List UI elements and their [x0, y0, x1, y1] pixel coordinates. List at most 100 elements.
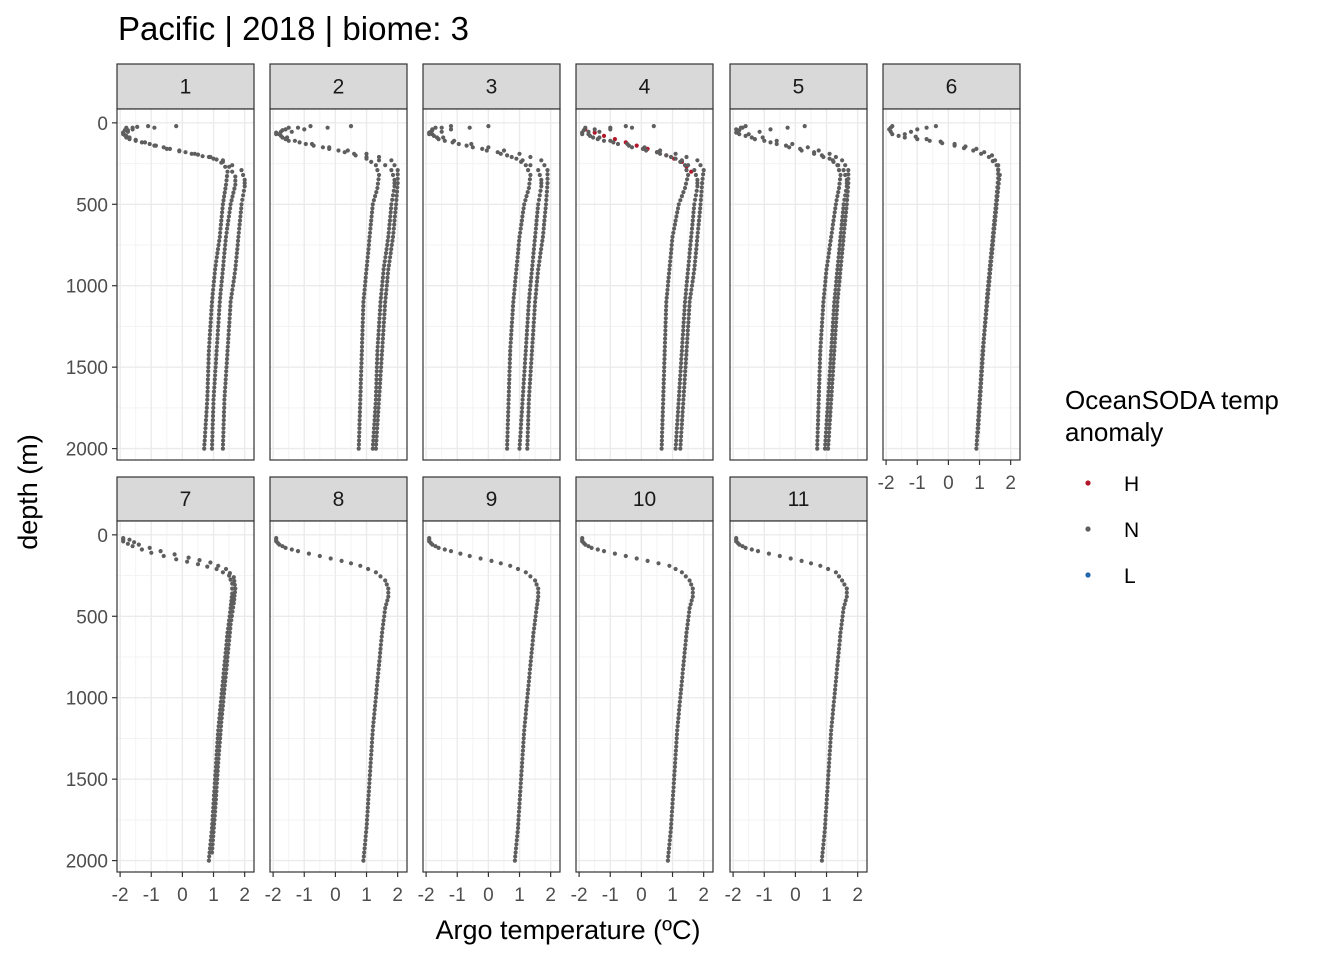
data-point: [544, 197, 549, 203]
data-point: [543, 210, 548, 215]
data-point: [826, 438, 831, 443]
data-point: [206, 361, 211, 366]
data-point: [231, 605, 236, 610]
data-point: [506, 409, 511, 415]
data-point: [834, 312, 839, 317]
data-point: [994, 194, 999, 199]
data-point: [522, 728, 527, 733]
data-point: [688, 295, 693, 300]
data-point: [223, 234, 229, 239]
data-point: [525, 446, 530, 451]
data-point: [523, 356, 528, 362]
data-point: [682, 312, 687, 317]
data-point: [509, 324, 514, 329]
data-point: [822, 446, 828, 451]
data-point: [825, 789, 830, 794]
data-point: [532, 622, 537, 627]
data-point: [209, 308, 214, 313]
data-point: [376, 328, 381, 333]
data-point: [359, 356, 364, 362]
data-point: [843, 214, 848, 219]
data-point: [831, 304, 837, 309]
data-point: [533, 295, 538, 300]
data-point: [388, 206, 394, 211]
data-point: [815, 434, 820, 439]
data-point: [205, 377, 210, 382]
data-point: [840, 214, 845, 219]
data-point: [834, 320, 839, 325]
data-point: [519, 764, 525, 770]
data-point: [510, 308, 515, 313]
data-point: [829, 348, 834, 353]
data-point: [216, 756, 221, 761]
data-point: [692, 202, 697, 207]
data-point: [366, 793, 371, 798]
data-point: [204, 405, 209, 410]
data-point: [529, 267, 535, 272]
data-point: [535, 598, 540, 603]
data-point: [510, 316, 515, 321]
data-point: [842, 582, 847, 587]
data-point: [358, 381, 363, 386]
data-point: [514, 267, 519, 272]
data-point: [760, 135, 765, 140]
data-point: [125, 541, 130, 546]
data-point: [360, 320, 365, 325]
data-point: [665, 291, 670, 296]
data-point: [681, 393, 686, 398]
data-point: [974, 446, 979, 451]
data-point: [682, 308, 687, 313]
data-point: [902, 132, 907, 137]
data-point: [695, 158, 700, 163]
data-point: [367, 777, 372, 782]
data-point: [211, 287, 216, 292]
data-point: [675, 728, 680, 733]
data-point: [374, 365, 379, 370]
data-point: [684, 630, 689, 635]
data-point: [223, 566, 229, 572]
data-point: [681, 397, 686, 402]
data-point: [824, 422, 829, 427]
data-point: [658, 148, 663, 153]
x-tick-label: 2: [239, 885, 250, 906]
data-point: [687, 606, 692, 611]
data-point: [844, 206, 849, 211]
data-point: [221, 259, 226, 264]
data-point: [395, 181, 400, 186]
data-point: [672, 764, 678, 770]
data-point: [820, 316, 825, 321]
data-point: [375, 344, 380, 349]
data-point: [135, 124, 140, 129]
data-point: [390, 197, 395, 202]
data-point: [374, 683, 380, 688]
data-point: [210, 418, 215, 423]
x-tick-label: 1: [361, 885, 372, 906]
data-point: [373, 194, 378, 199]
data-point: [368, 226, 373, 231]
data-point: [376, 401, 381, 406]
panel-background: [883, 109, 1020, 460]
data-point: [381, 622, 386, 627]
data-point: [342, 150, 347, 155]
facet-strip-label: 8: [333, 488, 345, 511]
data-point: [381, 320, 386, 325]
data-point: [993, 210, 998, 215]
data-point: [311, 143, 316, 148]
data-point: [835, 663, 840, 668]
data-point: [211, 830, 216, 835]
data-point: [683, 181, 689, 186]
panel-border: [882, 108, 1021, 461]
data-point: [688, 602, 693, 607]
data-point: [357, 426, 362, 431]
data-point: [689, 287, 694, 292]
data-point: [218, 287, 223, 292]
data-point: [668, 255, 673, 260]
data-point: [737, 542, 742, 547]
data-point: [826, 385, 832, 390]
data-point: [536, 263, 541, 268]
data-point: [302, 127, 307, 132]
data-point: [682, 185, 688, 191]
data-point: [695, 181, 700, 186]
data-point: [687, 578, 692, 583]
data-point: [376, 336, 381, 341]
